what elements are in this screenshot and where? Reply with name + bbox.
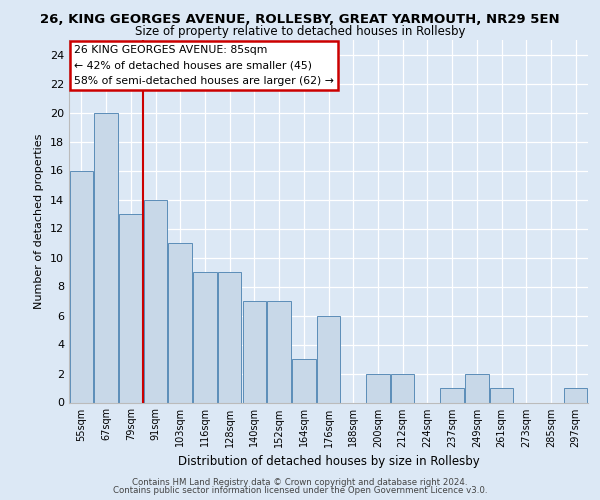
Bar <box>144 200 167 402</box>
Bar <box>465 374 488 402</box>
Bar <box>94 112 118 403</box>
Text: 26 KING GEORGES AVENUE: 85sqm
← 42% of detached houses are smaller (45)
58% of s: 26 KING GEORGES AVENUE: 85sqm ← 42% of d… <box>74 46 334 86</box>
Bar <box>70 170 93 402</box>
Text: Size of property relative to detached houses in Rollesby: Size of property relative to detached ho… <box>135 25 465 38</box>
Bar <box>169 243 192 402</box>
Y-axis label: Number of detached properties: Number of detached properties <box>34 134 44 309</box>
Bar <box>193 272 217 402</box>
Bar <box>366 374 389 402</box>
Bar <box>119 214 143 402</box>
Bar <box>242 301 266 402</box>
Bar <box>490 388 513 402</box>
Bar <box>391 374 415 402</box>
Text: Contains HM Land Registry data © Crown copyright and database right 2024.: Contains HM Land Registry data © Crown c… <box>132 478 468 487</box>
Bar <box>317 316 340 402</box>
Text: Contains public sector information licensed under the Open Government Licence v3: Contains public sector information licen… <box>113 486 487 495</box>
Bar <box>292 359 316 403</box>
Bar <box>218 272 241 402</box>
Bar <box>440 388 464 402</box>
X-axis label: Distribution of detached houses by size in Rollesby: Distribution of detached houses by size … <box>178 455 479 468</box>
Bar <box>564 388 587 402</box>
Text: 26, KING GEORGES AVENUE, ROLLESBY, GREAT YARMOUTH, NR29 5EN: 26, KING GEORGES AVENUE, ROLLESBY, GREAT… <box>40 13 560 26</box>
Bar <box>268 301 291 402</box>
